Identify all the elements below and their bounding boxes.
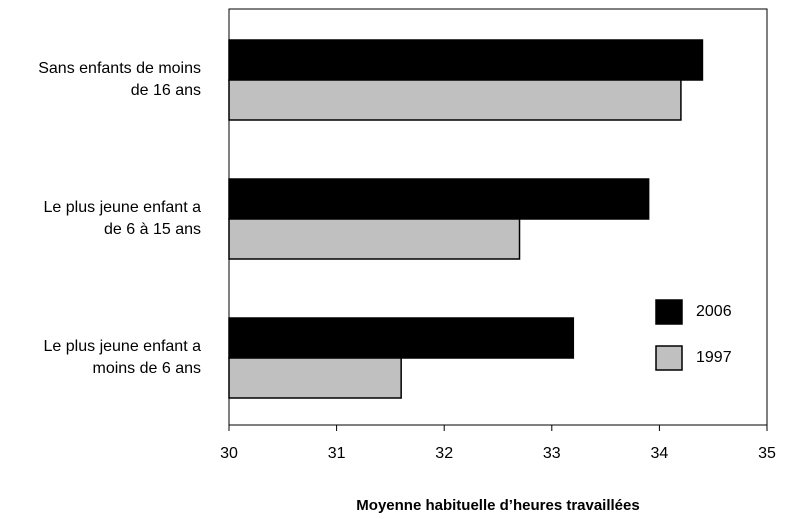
legend-label-1997: 1997 [696,349,732,366]
legend: 2006 1997 [655,299,732,371]
bar-2006-1 [228,178,650,220]
x-axis-ticks: 30 31 32 33 34 35 [220,425,776,462]
bar-1997-1 [228,218,521,260]
category-label-2-line-1: moins de 6 ans [92,360,201,377]
bar-1997-2 [228,357,402,399]
x-axis-title: Moyenne habituelle d’heures travaillées [356,497,639,514]
category-label-2-line-0: Le plus jeune enfant a [44,338,202,355]
legend-swatch-1997 [655,345,683,371]
x-tick-label-30: 30 [220,445,238,462]
category-label-0-line-0: Sans enfants de moins [38,60,201,77]
bars-group [228,39,704,399]
category-label-1-line-0: Le plus jeune enfant a [44,199,202,216]
category-label-1-line-1: de 6 à 15 ans [104,221,201,238]
x-tick-label-35: 35 [758,445,776,462]
x-tick-label-33: 33 [543,445,561,462]
x-tick-label-31: 31 [328,445,346,462]
bar-2006-2 [228,317,575,359]
category-labels: Sans enfants de moins de 16 ans Le plus je… [38,60,201,377]
x-tick-label-34: 34 [651,445,669,462]
legend-swatch-2006 [655,299,683,325]
legend-label-2006: 2006 [696,303,732,320]
bar-2006-0 [228,39,704,81]
x-tick-label-32: 32 [435,445,453,462]
category-label-0-line-1: de 16 ans [131,82,201,99]
bar-1997-0 [228,79,682,121]
